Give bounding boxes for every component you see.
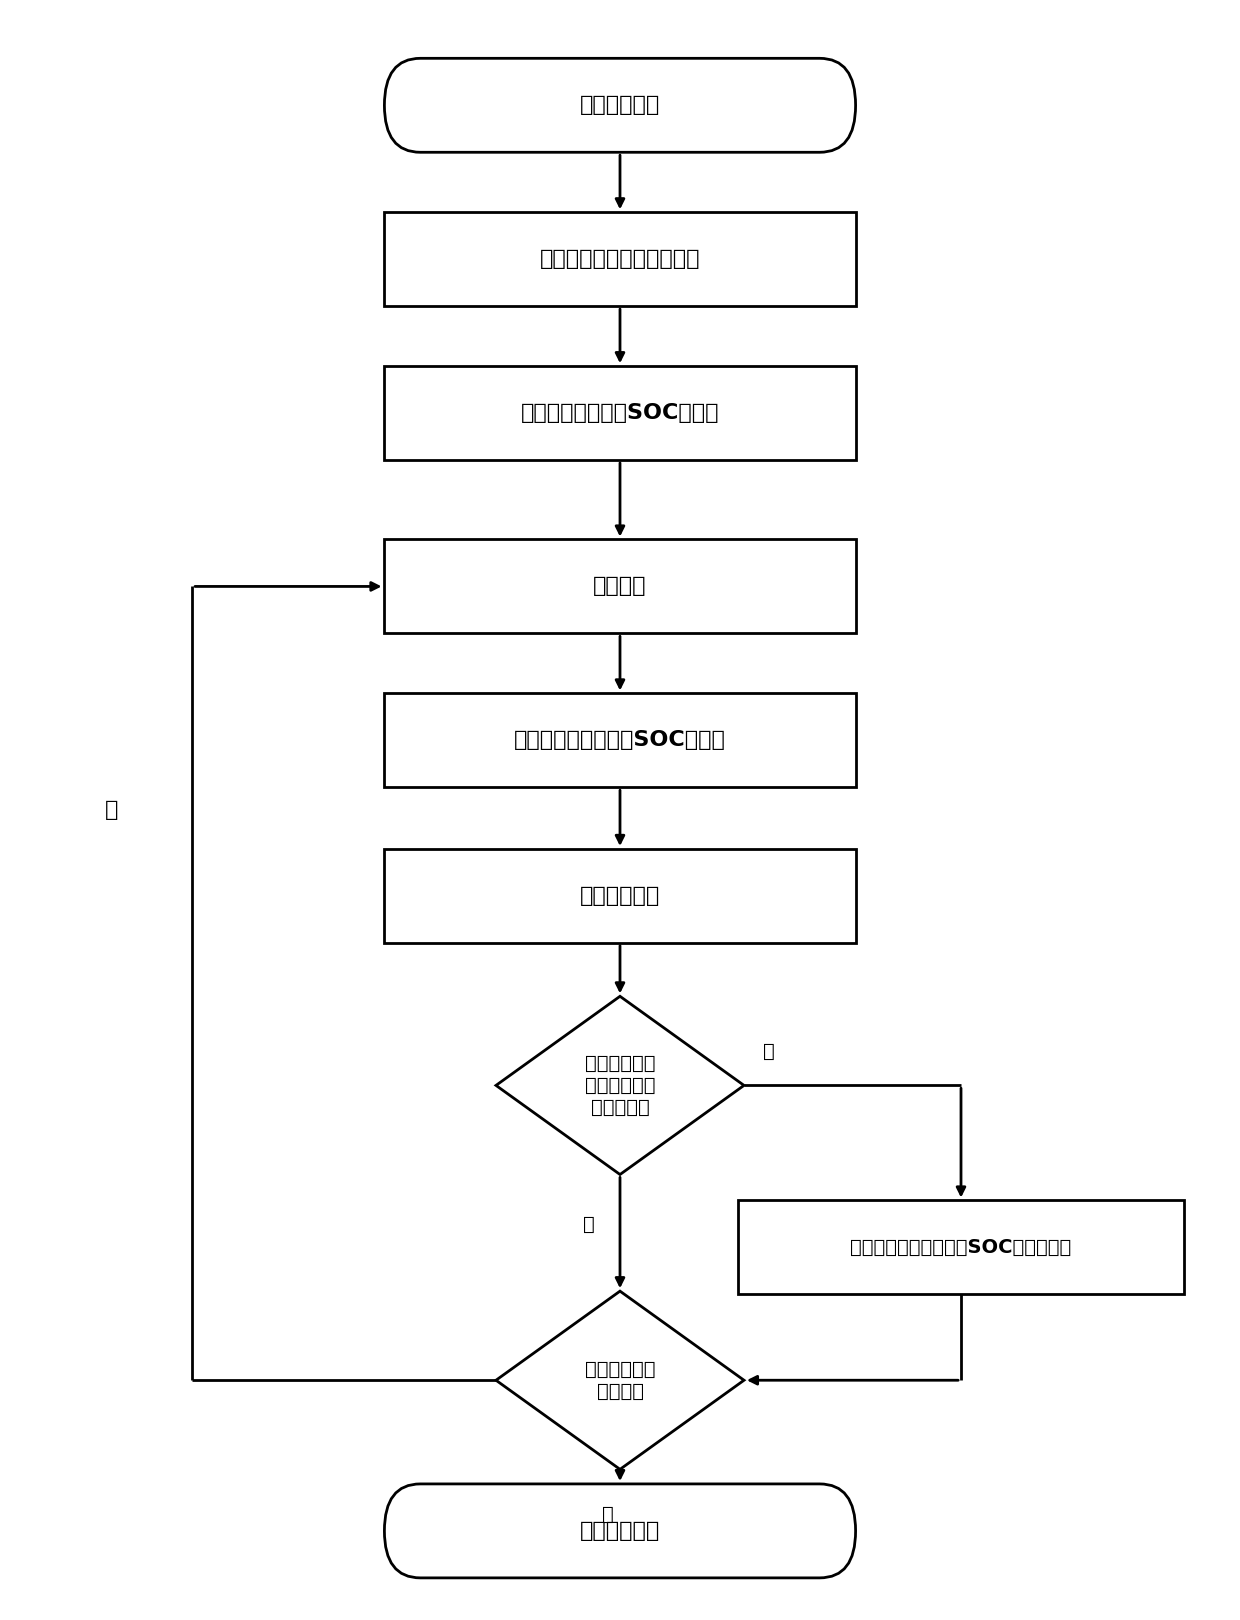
- Text: 是否有其它单
体与最差单体
容量一致？: 是否有其它单 体与最差单体 容量一致？: [585, 1055, 655, 1116]
- Text: 否: 否: [105, 800, 118, 820]
- FancyBboxPatch shape: [384, 1484, 856, 1578]
- Text: 调整最差单体在最佳SOC起始点: 调整最差单体在最佳SOC起始点: [515, 731, 725, 750]
- Text: 是: 是: [601, 1505, 614, 1524]
- Polygon shape: [496, 996, 744, 1174]
- FancyBboxPatch shape: [384, 849, 856, 943]
- FancyBboxPatch shape: [384, 212, 856, 306]
- Text: 判断串联电池组中最差单体: 判断串联电池组中最差单体: [539, 249, 701, 269]
- Polygon shape: [496, 1291, 744, 1469]
- Text: 是: 是: [763, 1042, 774, 1061]
- FancyBboxPatch shape: [384, 539, 856, 633]
- Text: 寿命均衡结束: 寿命均衡结束: [580, 1521, 660, 1541]
- Text: 充电过程: 充电过程: [593, 577, 647, 596]
- Text: 调整该单体与最差单体SOC起始点一致: 调整该单体与最差单体SOC起始点一致: [851, 1238, 1071, 1257]
- Text: 寿命均衡开始: 寿命均衡开始: [580, 96, 660, 115]
- FancyBboxPatch shape: [384, 366, 856, 460]
- Text: 放电工作过程: 放电工作过程: [580, 886, 660, 906]
- FancyBboxPatch shape: [384, 58, 856, 152]
- FancyBboxPatch shape: [384, 693, 856, 787]
- Text: 确定最差单体最佳SOC起始点: 确定最差单体最佳SOC起始点: [521, 403, 719, 423]
- FancyBboxPatch shape: [738, 1200, 1184, 1294]
- Text: 否: 否: [583, 1215, 595, 1234]
- Text: 电池组达到报
废标准？: 电池组达到报 废标准？: [585, 1359, 655, 1401]
